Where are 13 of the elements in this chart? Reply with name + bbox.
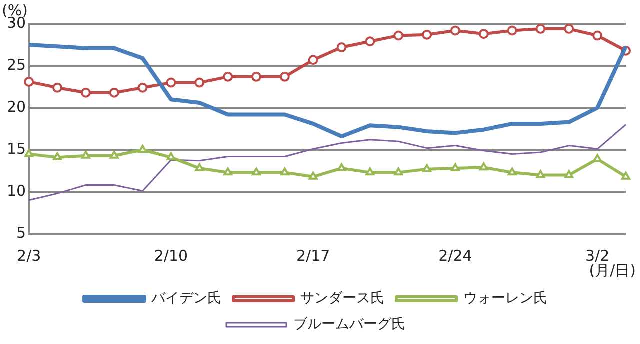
- x-tick-label: 2/24: [438, 246, 472, 265]
- y-tick-label: 5: [16, 224, 26, 242]
- legend-label: サンダース氏: [300, 290, 384, 307]
- legend-label: ウォーレン氏: [464, 290, 548, 307]
- y-tick-label: 10: [6, 182, 26, 200]
- x-tick-label: 2/3: [17, 246, 42, 265]
- legend-label: ブルームバーグ氏: [294, 316, 406, 333]
- y-tick-label: 25: [6, 56, 26, 74]
- legend-label: バイデン氏: [150, 290, 222, 307]
- y-tick-label: 15: [6, 140, 26, 158]
- y-tick-label: 20: [6, 98, 26, 116]
- x-tick-label: 2/10: [154, 246, 188, 265]
- x-tick-label: 2/17: [296, 246, 330, 265]
